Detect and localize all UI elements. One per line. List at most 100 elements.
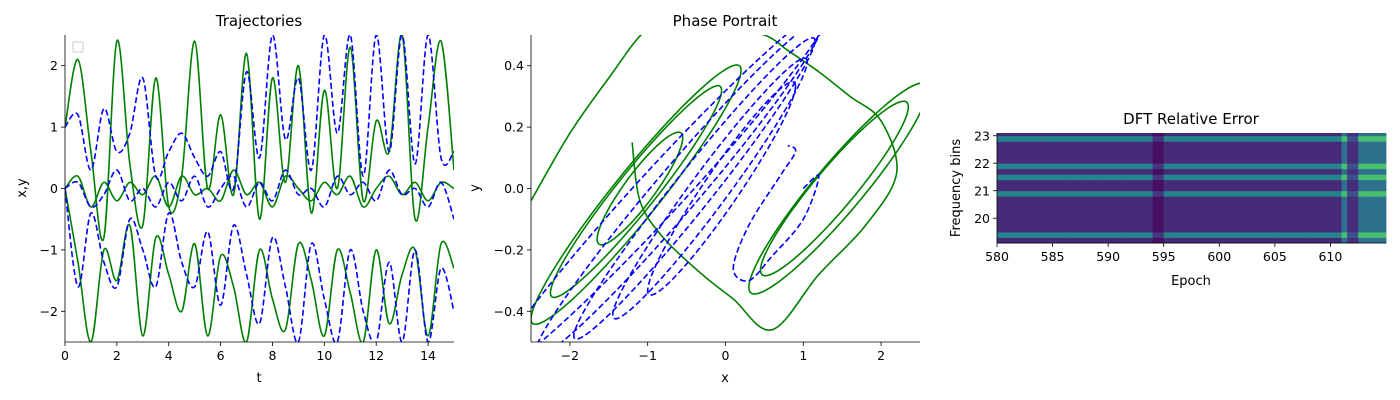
heatmap-cell [1135,232,1142,236]
heatmap-cell [1074,141,1081,145]
heatmap-cell [1247,237,1254,241]
heatmap-cell [1130,174,1137,178]
heatmap-cell [1085,138,1092,142]
heatmap-cell [1324,221,1331,225]
heatmap-cell [1274,185,1281,189]
heatmap-cell [1213,207,1220,211]
heatmap-cell [1013,160,1020,164]
heatmap-cell [1263,204,1270,208]
heatmap-cell [1124,237,1131,241]
heatmap-cell [1135,133,1142,137]
heatmap-cell [1202,146,1209,150]
heatmap-cell [1091,168,1098,172]
heatmap-cell [1002,232,1009,236]
heatmap-cell [1141,174,1148,178]
heatmap-cell [1135,163,1142,167]
heatmap-cell [1269,133,1276,137]
heatmap-cell [1224,144,1231,148]
heatmap-cell [1335,226,1342,230]
heatmap-cell [1219,201,1226,205]
heatmap-cell [1313,201,1320,205]
heatmap-cell [1291,223,1298,227]
heatmap-cell [1108,201,1115,205]
heatmap-cell [1347,218,1354,222]
heatmap-cell [1008,207,1015,211]
heatmap-cell [1047,149,1053,153]
heatmap-cell [1141,201,1148,205]
heatmap-cell [1113,215,1120,219]
heatmap-cell [1280,199,1287,203]
heatmap-cell [1097,207,1103,211]
heatmap-cell [1285,196,1292,200]
heatmap-cell [1074,229,1081,233]
heatmap-cell [1141,185,1148,189]
heatmap-cell [1369,226,1376,230]
heatmap-cell [1247,155,1254,159]
heatmap-cell [1091,237,1098,241]
heatmap-cell [1274,207,1281,211]
heatmap-cell [1347,157,1354,161]
heatmap-cell [1147,237,1153,241]
heatmap-cell [1358,133,1365,137]
heatmap-cell [1158,190,1165,194]
heatmap-cell [1152,157,1159,161]
heatmap-cell [1213,199,1220,203]
heatmap-cell [1335,232,1342,236]
heatmap-cell [1219,157,1226,161]
heatmap-cell [1174,177,1181,181]
heatmap-cell [1352,234,1359,238]
heatmap-cell [1197,212,1204,216]
heatmap-cell [1302,168,1309,172]
heatmap-cell [1213,218,1220,222]
heatmap-cell [1247,171,1254,175]
heatmap-cell [1308,144,1315,148]
heatmap-cell [1308,215,1315,219]
heatmap-cell [1069,210,1076,214]
heatmap-cell [1102,196,1109,200]
heatmap-cell [1202,237,1209,241]
heatmap-cell [1341,185,1348,189]
heatmap-cell [1347,232,1354,236]
heatmap-cell [1169,229,1176,233]
heatmap-cell [1091,188,1098,192]
heatmap-cell [997,237,1003,241]
heatmap-cell [1124,155,1131,159]
heatmap-cell [1002,166,1009,170]
heatmap-cell [1297,237,1304,241]
trajectory-series-4 [65,35,454,192]
heatmap-cell [1291,215,1298,219]
heatmap-cell [1213,171,1220,175]
heatmap-cell [1124,229,1131,233]
heatmap-cell [1197,146,1204,150]
heatmap-cell [1052,171,1059,175]
heatmap-cell [1324,133,1331,137]
heatmap-cell [1319,188,1326,192]
heatmap-cell [1297,171,1304,175]
heatmap-cell [1024,237,1031,241]
heatmap-cell [1013,168,1020,172]
heatmap-cell [1224,210,1231,214]
heatmap-cell [1008,190,1015,194]
heatmap-cell [1302,207,1309,211]
heatmap-cell [1208,177,1215,181]
heatmap-cell [1363,232,1370,236]
heatmap-cell [1163,166,1170,170]
heatmap-cell [1141,207,1148,211]
heatmap-cell [1374,144,1381,148]
heatmap-cell [1291,185,1298,189]
heatmap-cell [1291,210,1298,214]
heatmap-cell [1252,193,1259,197]
heatmap-cell [1213,133,1220,137]
heatmap-cell [1308,166,1315,170]
heatmap-cell [1085,160,1092,164]
heatmap-cell [1313,204,1320,208]
heatmap-cell [1347,188,1354,192]
heatmap-cell [1330,218,1337,222]
heatmap-cell [1108,199,1115,203]
heatmap-cell [1091,240,1098,244]
heatmap-cell [1074,168,1081,172]
heatmap-cell [1180,149,1187,153]
heatmap-cell [1058,182,1065,186]
heatmap-cell [1185,204,1192,208]
